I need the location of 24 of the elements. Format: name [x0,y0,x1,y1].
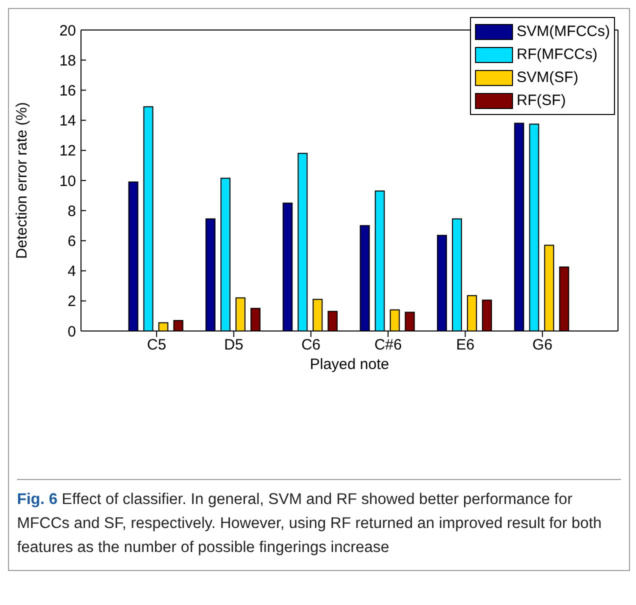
x-tick-label: D5 [224,336,244,354]
x-tick-label: C5 [146,336,166,354]
x-tick-label: C#6 [374,336,402,354]
y-tick-label: 12 [59,142,76,160]
y-tick-label: 2 [68,293,76,310]
y-tick-label: 16 [59,82,76,100]
y-tick-label: 14 [59,112,76,130]
legend-label: SVM(MFCCs) [516,23,610,40]
y-tick-label: 8 [68,202,76,220]
x-axis-title: Played note [310,356,390,373]
y-tick-label: 0 [68,323,76,340]
x-tick-label: E6 [456,336,474,354]
legend-label: RF(SF) [516,92,566,109]
y-tick-label: 18 [59,52,76,70]
x-tick-label: C6 [301,336,321,354]
y-tick-label: 6 [68,233,76,250]
caption: Fig. 6 Effect of classifier. In general, SVM and RF showed better performance for MFCCs and SF, respectively. However, using RF returned an improved result for both features as the number of possible fingerings increase [17,490,603,558]
y-tick-label: 4 [68,263,76,280]
legend-label: SVM(SF) [516,69,578,86]
x-tick-label: G6 [532,336,552,354]
legend-label: RF(MFCCs) [516,46,598,63]
y-tick-label: 20 [59,22,76,40]
y-axis-title: Detection error rate (%) [13,102,30,259]
y-tick-label: 10 [59,172,76,190]
